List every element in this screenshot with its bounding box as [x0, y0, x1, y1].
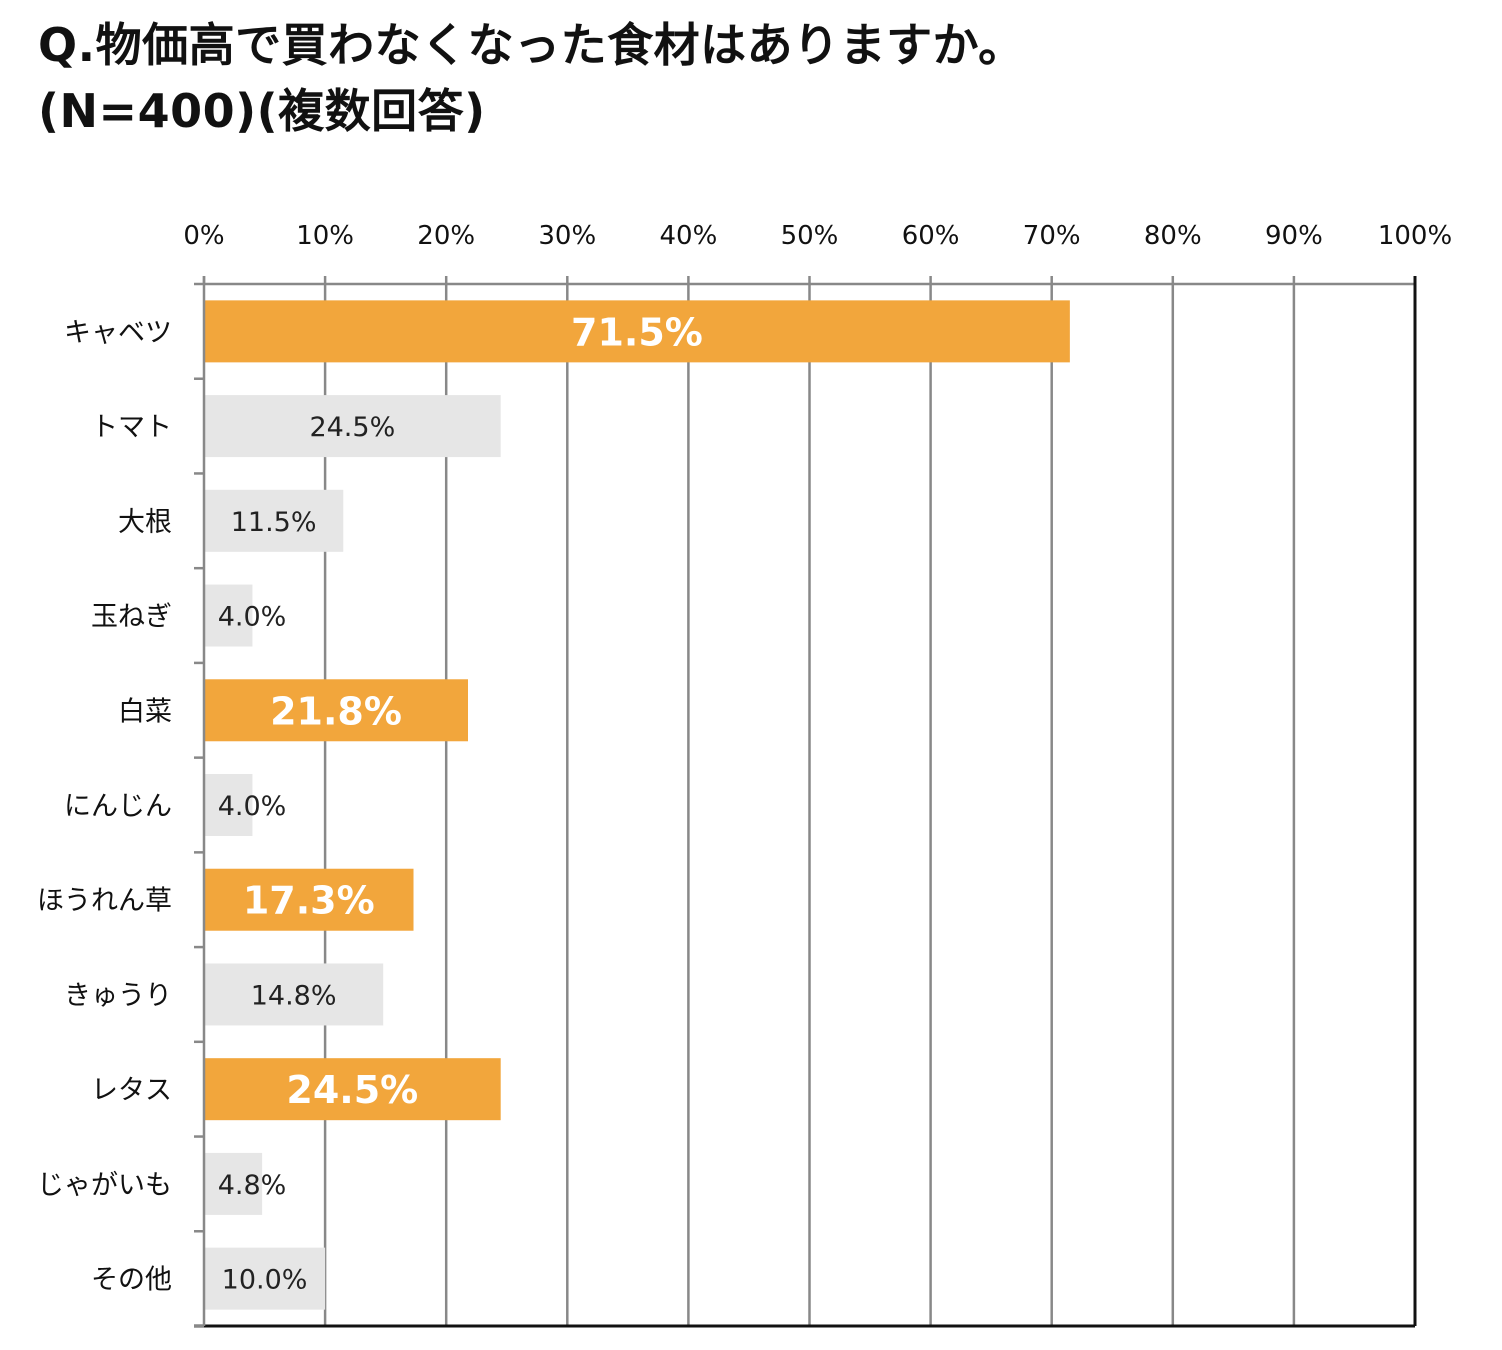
- category-label: きゅうり: [64, 980, 172, 1011]
- x-tick-label: 100%: [1378, 221, 1452, 251]
- chart-title-line1: Q.物価高で買わなくなった食材はありますか。: [38, 18, 1025, 72]
- data-label: 4.0%: [218, 791, 287, 822]
- x-tick-label: 90%: [1265, 221, 1323, 251]
- data-label: 24.5%: [286, 1068, 418, 1112]
- bar: [204, 1247, 326, 1310]
- data-label: 17.3%: [243, 879, 375, 923]
- data-label: 14.8%: [251, 980, 337, 1011]
- x-tick-label: 30%: [538, 221, 596, 251]
- data-label: 10.0%: [222, 1265, 308, 1296]
- category-label: にんじん: [64, 791, 172, 822]
- x-tick-label: 70%: [1023, 221, 1081, 251]
- category-label: じゃがいも: [37, 1170, 172, 1201]
- category-label: キャベツ: [64, 317, 172, 348]
- data-label: 4.8%: [218, 1170, 287, 1201]
- x-tick-label: 0%: [183, 221, 224, 251]
- category-label: レタス: [91, 1075, 172, 1106]
- chart-title-line2: (N=400)(複数回答): [38, 84, 486, 138]
- category-label: トマト: [91, 412, 172, 443]
- bar: [204, 489, 344, 552]
- bar: [204, 774, 253, 836]
- bar: [204, 395, 501, 458]
- data-label: 21.8%: [270, 689, 402, 733]
- x-tick-label: 80%: [1144, 221, 1202, 251]
- category-label: その他: [91, 1265, 172, 1296]
- x-tick-label: 10%: [296, 221, 354, 251]
- data-label: 11.5%: [231, 507, 317, 538]
- bar: [204, 584, 253, 647]
- x-tick-label: 20%: [417, 221, 475, 251]
- bar: [204, 1152, 263, 1215]
- data-label: 4.0%: [218, 602, 287, 633]
- data-label: 24.5%: [309, 412, 395, 443]
- bar: [204, 963, 384, 1026]
- x-tick-label: 40%: [660, 221, 718, 251]
- bar: [204, 679, 468, 742]
- category-label: 白菜: [118, 696, 172, 727]
- category-label: 玉ねぎ: [91, 602, 172, 633]
- chart-title: Q.物価高で買わなくなった食材はありますか。 (N=400)(複数回答): [38, 12, 1025, 144]
- category-label: ほうれん草: [37, 886, 172, 917]
- x-tick-label: 60%: [902, 221, 960, 251]
- data-label: 71.5%: [571, 310, 703, 354]
- bar: [204, 868, 414, 931]
- x-tick-label: 50%: [781, 221, 839, 251]
- bar: [204, 300, 1070, 363]
- category-label: 大根: [118, 507, 172, 538]
- bar: [204, 1058, 501, 1121]
